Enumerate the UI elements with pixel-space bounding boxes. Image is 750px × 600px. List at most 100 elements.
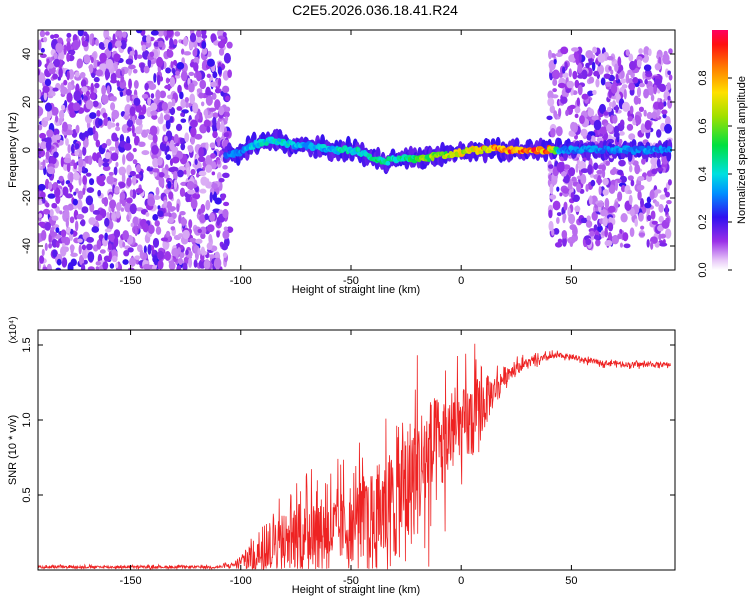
noise-blob [183,36,189,47]
noise-blob [55,267,62,270]
noise-blob [587,108,595,118]
noise-blob [38,68,41,76]
noise-blob [206,73,212,79]
noise-blob [65,129,74,136]
noise-blob [602,216,608,227]
noise-blob [58,67,63,79]
noise-blob [650,240,654,250]
noise-blob [56,258,62,266]
noise-blob [199,188,207,194]
noise-blob [120,75,125,83]
noise-blob [115,262,119,269]
x-tick-label: 0 [458,575,464,587]
noise-blob [638,106,645,113]
noise-blob [553,228,560,235]
noise-blob [656,129,662,138]
noise-blob [38,89,41,99]
noise-blob [119,91,124,97]
noise-blob [109,146,116,151]
noise-blob [90,56,94,64]
noise-blob [69,244,75,252]
noise-blob [78,244,82,255]
noise-blob [190,126,197,138]
noise-blob [609,169,617,176]
noise-blob [48,62,54,69]
noise-blob [200,246,205,256]
noise-blob [110,102,116,111]
noise-blob [192,192,201,200]
noise-blob [122,259,129,265]
noise-blob [585,220,593,228]
snr-panel: -150 -100 -50 0 50 0.5 1.0 1.5 Height of strai… [7,316,676,596]
noise-blob [552,200,561,211]
noise-blob [225,106,231,113]
noise-blob [186,166,191,178]
noise-blob [153,41,160,47]
noise-region [38,30,234,270]
noise-blob [197,247,201,256]
noise-blob [604,239,613,247]
noise-blob [636,184,645,191]
noise-blob [169,107,176,116]
noise-blob [79,220,86,226]
noise-blob [155,89,161,101]
noise-blob [198,92,204,99]
noise-blob [222,31,227,38]
noise-blob [45,139,52,151]
noise-blob [180,118,187,123]
noise-blob [69,228,74,235]
noise-blob [212,71,218,79]
noise-blob [646,170,653,177]
noise-blob [110,72,117,83]
noise-blob [595,239,601,247]
noise-blob [668,48,673,55]
noise-blob [104,217,110,227]
noise-blob [38,142,41,148]
noise-blob [51,91,56,97]
noise-blob [611,234,620,245]
noise-blob [222,164,228,170]
noise-blob [152,157,159,168]
noise-blob [182,229,190,240]
noise-blob [601,164,606,172]
noise-blob [206,224,215,233]
noise-blob [222,230,230,240]
noise-blob [77,190,84,200]
noise-blob [563,174,570,184]
noise-blob [176,265,182,270]
noise-blob [158,101,163,112]
noise-blob [141,44,147,52]
noise-blob [104,68,111,80]
noise-blob [627,78,634,85]
noise-blob [180,142,186,151]
noise-blob [159,76,164,82]
noise-blob [653,189,662,194]
noise-blob [615,201,619,208]
noise-blob [667,179,672,186]
noise-blob [120,39,127,50]
noise-blob [608,88,613,99]
noise-blob [625,49,630,56]
noise-blob [606,123,614,133]
noise-blob [145,212,150,217]
noise-blob [83,54,91,64]
noise-blob [193,62,199,72]
noise-blob [113,53,121,62]
noise-blob [580,168,589,174]
noise-blob [134,174,142,179]
noise-blob [53,33,60,39]
noise-blob [128,64,136,70]
noise-blob [602,177,609,186]
noise-blob [99,249,106,254]
noise-blob [557,82,566,89]
noise-blob [171,156,180,164]
noise-blob [152,237,160,248]
noise-blob [223,52,231,64]
noise-blob [578,53,582,63]
noise-blob [193,259,198,268]
noise-blob [585,238,592,246]
noise-blob [223,132,230,138]
noise-blob [549,105,556,114]
noise-blob [125,152,134,162]
noise-blob [659,242,668,247]
